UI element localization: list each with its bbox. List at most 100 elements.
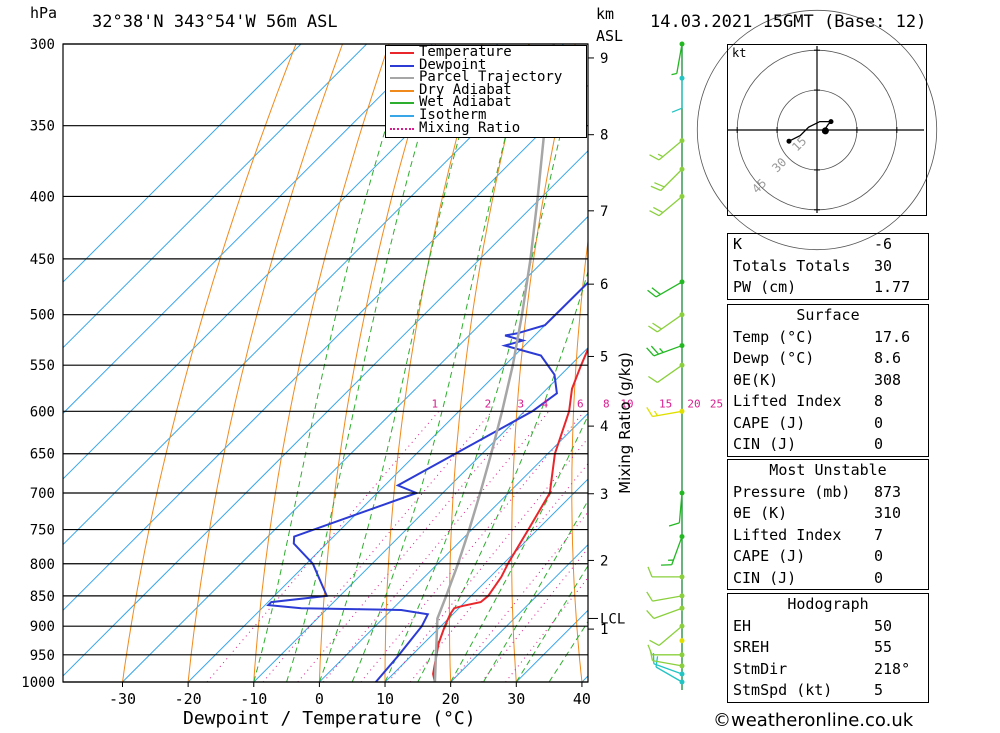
dry-adiabat-line bbox=[630, 7, 675, 708]
wind-barb-flag bbox=[650, 345, 659, 355]
mixing-ratio-line bbox=[505, 576, 588, 682]
isotherm-line bbox=[63, 150, 588, 677]
index-label: θE (K) bbox=[733, 504, 788, 522]
legend-label: Mixing Ratio bbox=[419, 119, 521, 136]
index-value: 50 bbox=[874, 616, 893, 635]
hodograph-unit-label: kt bbox=[732, 46, 747, 60]
legend-item: Isotherm bbox=[386, 106, 586, 123]
isotherm-line bbox=[253, 347, 588, 682]
legend-swatch bbox=[390, 127, 414, 130]
hpa-axis-label: hPa bbox=[30, 4, 58, 22]
index-value: 308 bbox=[874, 370, 902, 389]
km-tick-label: 9 bbox=[600, 51, 608, 67]
legend-label: Wet Adiabat bbox=[419, 94, 512, 111]
dry-adiabat-line bbox=[687, 7, 722, 708]
dry-adiabat-line bbox=[384, 44, 483, 682]
pressure-tick-label: 900 bbox=[30, 619, 55, 635]
x-tick-label: 40 bbox=[573, 690, 591, 708]
pressure-tick-label: 1000 bbox=[21, 675, 55, 691]
index-value: 0 bbox=[874, 568, 884, 587]
dry-adiabat-line bbox=[187, 44, 344, 682]
index-row: K -6 bbox=[728, 234, 928, 256]
mixing-ratio-line bbox=[297, 410, 526, 682]
index-value: 218° bbox=[874, 659, 911, 678]
dewpoint-line bbox=[266, 281, 588, 682]
legend-label: Temperature bbox=[419, 44, 512, 60]
legend-label: Dry Adiabat bbox=[419, 81, 512, 98]
wind-barb-shaft bbox=[652, 660, 683, 667]
wind-barb-flag bbox=[647, 289, 657, 298]
index-value: 30 bbox=[874, 256, 893, 275]
index-value: 1.77 bbox=[874, 278, 911, 296]
wind-barb-flag bbox=[646, 347, 655, 357]
wind-barb-flag bbox=[647, 644, 653, 656]
hodograph-point-marker bbox=[828, 119, 834, 125]
index-row: CAPE (J) 0 bbox=[728, 413, 928, 435]
index-label: Lifted Index bbox=[733, 525, 842, 544]
pressure-tick-label: 600 bbox=[30, 404, 55, 420]
index-row: θE(K) 308 bbox=[728, 370, 928, 392]
mixing-ratio-label: 10 bbox=[620, 397, 633, 410]
index-row: SREH 55 bbox=[728, 637, 928, 659]
index-label: SREH bbox=[733, 638, 770, 656]
pressure-tick-label: 800 bbox=[30, 557, 55, 573]
plot-frame bbox=[62, 43, 589, 683]
wind-barb-flag bbox=[649, 154, 660, 161]
wind-barb-shaft bbox=[657, 364, 683, 383]
mixing-ratio-label: 6 bbox=[577, 397, 584, 410]
x-tick-label: -30 bbox=[109, 690, 136, 708]
wind-barb-flag bbox=[648, 325, 658, 333]
surface-title: Surface bbox=[796, 306, 860, 324]
wind-barb-flag bbox=[651, 287, 661, 295]
wind-barb-flag bbox=[652, 322, 662, 330]
mixing-ratio-label: 2 bbox=[485, 397, 492, 410]
legend-item: Dewpoint bbox=[386, 56, 586, 73]
index-row: Totals Totals 30 bbox=[728, 256, 928, 278]
index-value: 8.6 bbox=[874, 349, 902, 367]
dry-adiabat-line bbox=[571, 237, 588, 682]
credit-link[interactable]: ©weatheronline.co.uk bbox=[713, 710, 914, 731]
mixing-ratio-label: 25 bbox=[710, 397, 723, 410]
km-tick-label: 2 bbox=[600, 553, 608, 569]
wet-adiabat-line bbox=[417, 270, 588, 682]
legend-label: Dewpoint bbox=[419, 56, 487, 73]
temperature-line bbox=[432, 346, 588, 682]
storm-motion-marker bbox=[821, 127, 829, 135]
dry-adiabat-line bbox=[121, 44, 297, 682]
pressure-tick-label: 950 bbox=[30, 648, 55, 664]
index-row: StmDir 218° bbox=[728, 659, 928, 681]
pressure-tick-label: 350 bbox=[30, 119, 55, 135]
mixing-ratio-label: 20 bbox=[687, 397, 700, 410]
hodograph-plot bbox=[696, 9, 938, 251]
most-unstable-title: Most Unstable bbox=[769, 461, 887, 479]
isotherm-line bbox=[449, 543, 588, 682]
mixing-ratio-label: 8 bbox=[603, 397, 610, 410]
dry-adiabat-line bbox=[994, 7, 1000, 708]
pressure-tick-label: 550 bbox=[30, 358, 55, 374]
index-row: θE (K) 310 bbox=[728, 503, 928, 525]
index-label: StmDir bbox=[733, 659, 788, 678]
wind-barb-flag bbox=[646, 591, 654, 602]
pressure-tick-label: 450 bbox=[30, 252, 55, 268]
index-label: CIN (J) bbox=[733, 568, 797, 587]
isotherm-line bbox=[63, 44, 434, 415]
isotherm-line bbox=[63, 44, 302, 283]
index-row: CIN (J) 0 bbox=[728, 434, 928, 456]
legend-label: Isotherm bbox=[419, 106, 487, 123]
asl-axis-label: ASL bbox=[596, 27, 624, 45]
wet-adiabat-line bbox=[286, 44, 447, 682]
index-value: 0 bbox=[874, 435, 884, 453]
wind-barb-flag bbox=[649, 639, 660, 647]
surface-indices-table: Surface Temp (°C) 17.6 Dewp (°C) 8.6 θE(K) 30… bbox=[727, 304, 929, 457]
km-tick-label: 6 bbox=[600, 277, 608, 293]
wind-level-dot bbox=[679, 638, 685, 644]
index-row: EH 50 bbox=[728, 616, 928, 638]
mixing-ratio-label: 15 bbox=[659, 397, 672, 410]
index-label: Totals Totals bbox=[733, 256, 851, 275]
dry-adiabat-line bbox=[946, 7, 1000, 708]
index-row: Pressure (mb) 873 bbox=[728, 482, 928, 504]
wind-barb-half bbox=[671, 72, 677, 76]
pressure-tick-label: 300 bbox=[30, 37, 55, 53]
km-tick-label: 4 bbox=[600, 419, 608, 435]
